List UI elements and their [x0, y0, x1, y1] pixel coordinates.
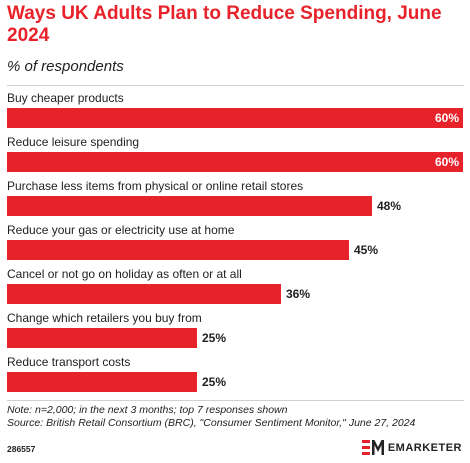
bar-label: Cancel or not go on holiday as often or …: [7, 267, 242, 281]
bottom-divider: [7, 400, 464, 401]
bar-label: Buy cheaper products: [7, 91, 124, 105]
bar-value-label: 45%: [354, 243, 379, 257]
bar-value-label: 60%: [434, 155, 459, 169]
em-logo-icon: [361, 440, 384, 455]
bar-value-label: 60%: [434, 111, 459, 125]
bar-value-label: 36%: [286, 287, 311, 301]
brand-name: EMARKETER: [387, 441, 462, 454]
bar: [7, 284, 281, 304]
bar-chart: Buy cheaper products 60% Reduce leisure sp…: [7, 91, 463, 392]
bar-value-label: 25%: [202, 331, 227, 345]
footnote: Note: n=2,000; in the next 3 months; top…: [7, 404, 288, 416]
bar-label: Reduce transport costs: [7, 355, 131, 369]
bar-label: Purchase less items from physical or onl…: [7, 179, 304, 193]
bar: [7, 328, 197, 348]
bar-value-label: 25%: [202, 375, 227, 389]
bar: [7, 372, 197, 392]
bar-label: Reduce leisure spending: [7, 135, 140, 149]
bar: [7, 240, 349, 260]
bar-value-label: 48%: [377, 199, 402, 213]
bar: [7, 196, 372, 216]
chart-title: Ways UK Adults Plan to Reduce Spending, …: [7, 3, 442, 46]
bar-label: Change which retailers you buy from: [7, 311, 202, 325]
bar-label: Reduce your gas or electricity use at ho…: [7, 223, 235, 237]
bar: [7, 152, 463, 172]
source-note: Source: British Retail Consortium (BRC),…: [7, 417, 416, 429]
brand: EMARKETER: [361, 440, 462, 455]
top-divider: [7, 85, 464, 86]
chart-id: 286557: [7, 444, 36, 454]
chart-subtitle: % of respondents: [7, 58, 124, 75]
bar: [7, 108, 463, 128]
